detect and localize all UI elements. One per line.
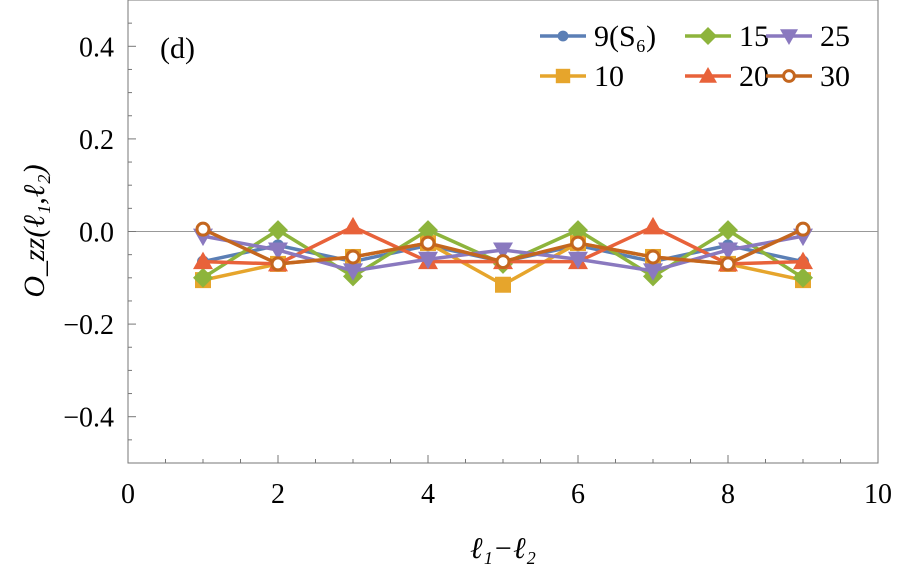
legend-marker [780,29,798,45]
y-tick-label: −0.2 [63,310,114,341]
x-tick-label: 4 [421,479,435,510]
legend-label: 9(S₆) [594,20,656,53]
legend-item: 15 [685,20,769,53]
data-point [643,216,663,235]
x-tick-label: 0 [121,479,135,510]
data-point [345,249,361,265]
x-axis-label: ℓ₁−ℓ₂ [470,532,536,565]
y-tick-label: 0.0 [79,218,114,249]
data-point [793,251,813,270]
legend-label: 10 [594,60,624,93]
y-tick-label: 0.4 [79,32,114,63]
data-point [193,251,213,270]
legend-item: 25 [766,20,850,53]
y-tick-label: 0.2 [79,125,114,156]
data-point [268,242,288,261]
legend-label: 20 [739,60,769,93]
data-point [718,220,738,241]
data-point [195,221,211,237]
legend-item: 10 [540,60,624,93]
legend-marker [555,68,571,84]
legend-item: 20 [685,60,769,93]
data-point [495,276,511,293]
data-point [343,216,363,235]
x-tick-label: 8 [721,479,735,510]
data-point [268,220,288,241]
legend-item: 30 [766,60,850,93]
series-layer [193,216,813,293]
data-point [793,267,813,288]
legend-marker [699,67,717,83]
y-axis-label: O_zz(ℓ₁,ℓ₂) [18,164,51,297]
data-point [643,263,663,281]
legend-item: 9(S₆) [540,20,656,53]
x-tick-label: 10 [864,479,892,510]
legend-marker [557,30,569,42]
series-30 [195,221,811,272]
data-point [568,220,588,241]
legend-marker [699,27,717,45]
data-point [795,221,811,237]
x-tick-label: 6 [571,479,585,510]
data-point [720,256,736,272]
data-point [343,263,363,281]
data-point [418,251,438,270]
panel-label: (d) [160,32,195,65]
legend-label: 15 [739,20,769,53]
data-point [418,220,438,241]
data-point [570,235,586,251]
data-point [270,256,286,272]
legend: 9(S₆) 10 15 20 25 30 [540,20,850,93]
axis-ticks: 0 2 4 6 8 10 −0.4 −0.2 0.0 0.2 0.4 [63,0,892,510]
data-point [493,242,513,261]
legend-label: 30 [820,60,850,93]
data-point [718,242,738,261]
legend-label: 25 [820,20,850,53]
y-tick-label: −0.4 [63,403,114,434]
data-point [420,235,436,251]
data-point [495,254,511,270]
x-tick-label: 2 [271,479,285,510]
data-point [645,249,661,265]
data-point [568,251,588,270]
legend-marker [782,69,796,83]
data-point [193,267,213,288]
